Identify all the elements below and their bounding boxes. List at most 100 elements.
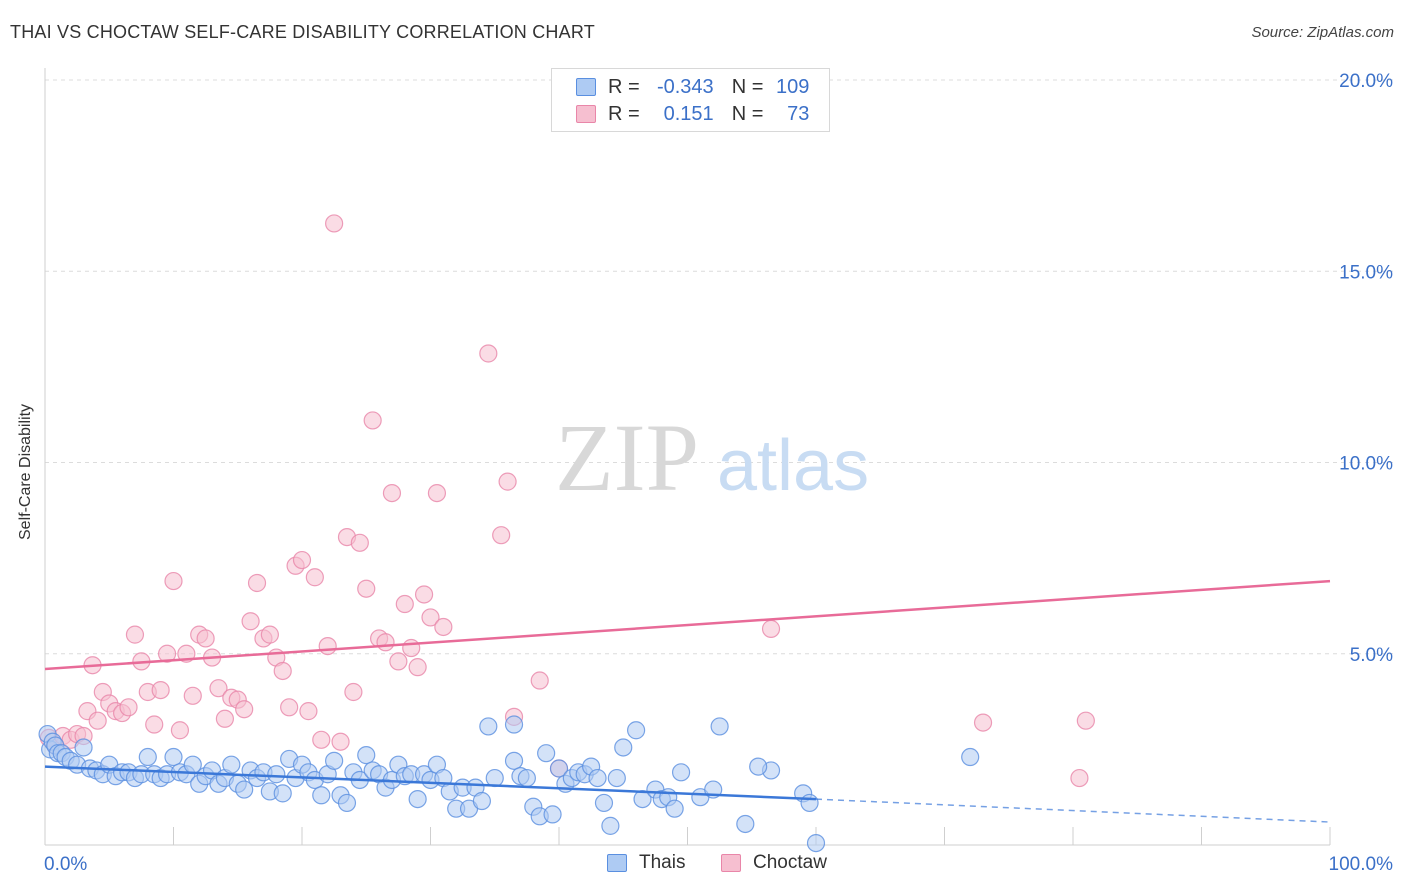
- thais-point: [222, 755, 241, 774]
- choctaw-point: [88, 711, 107, 730]
- choctaw-point: [434, 617, 453, 637]
- choctaw-point: [183, 686, 202, 705]
- choctaw-point: [492, 526, 511, 545]
- choctaw-point: [235, 700, 254, 719]
- watermark-zip: ZIP: [555, 404, 699, 511]
- choctaw-point: [157, 644, 177, 663]
- x-tick-label: 0.0%: [44, 854, 87, 875]
- choctaw-point: [530, 671, 549, 690]
- thais-point: [671, 763, 691, 782]
- thais-point: [588, 768, 607, 788]
- thais-point: [74, 738, 93, 757]
- legend-r-label: R =: [608, 102, 640, 125]
- thais-point: [164, 747, 183, 767]
- legend-row-choctaw: R = 0.151 N = 73: [576, 101, 809, 127]
- choctaw-point: [312, 730, 331, 749]
- thais-point: [806, 833, 826, 853]
- thais-point: [357, 746, 376, 765]
- choctaw-point: [299, 702, 318, 721]
- thais-point: [138, 747, 157, 767]
- choctaw-point: [305, 568, 324, 587]
- choctaw-point: [363, 411, 382, 430]
- choctaw-point: [402, 638, 421, 658]
- choctaw-point: [292, 550, 312, 570]
- thais-point: [665, 799, 684, 818]
- choctaw-point: [414, 585, 434, 604]
- choctaw-point: [209, 679, 228, 698]
- choctaw-point: [408, 658, 427, 677]
- choctaw-point: [479, 344, 498, 363]
- legend-r-value-choctaw: 0.151: [663, 102, 714, 125]
- legend-r-value-thais: -0.343: [656, 75, 714, 98]
- thais-point: [614, 738, 633, 757]
- thais-point: [594, 793, 614, 813]
- thais-point: [549, 759, 569, 778]
- choctaw-point: [350, 533, 369, 552]
- choctaw-swatch: [576, 105, 596, 123]
- thais-point: [601, 816, 620, 835]
- choctaw-point: [376, 633, 395, 652]
- thais-trend-line: [44, 765, 817, 801]
- legend-n-label: N =: [731, 102, 764, 125]
- thais-point: [626, 721, 646, 740]
- y-tick-label: 5.0%: [1350, 645, 1393, 666]
- thais-point: [607, 768, 626, 788]
- choctaw-point: [389, 652, 408, 671]
- thais-point: [312, 786, 331, 805]
- choctaw-point: [318, 636, 337, 656]
- choctaw-point: [331, 732, 350, 751]
- choctaw-point: [241, 612, 260, 631]
- choctaw-point: [395, 594, 414, 614]
- choctaw-point: [761, 619, 781, 638]
- choctaw-point: [325, 214, 344, 233]
- choctaw-point: [427, 484, 447, 503]
- thais-point: [325, 751, 344, 770]
- choctaw-point: [357, 579, 376, 598]
- y-tick-label: 15.0%: [1339, 262, 1393, 283]
- thais-point: [543, 805, 562, 824]
- legend-row-thais: R = -0.343 N = 109: [576, 74, 809, 100]
- thais-point: [504, 751, 524, 770]
- choctaw-legend-swatch: [721, 854, 741, 872]
- thais-point: [235, 780, 254, 799]
- legend-item-choctaw: Choctaw: [721, 852, 827, 874]
- legend-n-label: N =: [731, 75, 764, 98]
- choctaw-point: [280, 698, 299, 717]
- thais-point: [749, 757, 768, 776]
- legend-n-value-choctaw: 73: [787, 102, 810, 125]
- legend-n-value-thais: 109: [776, 75, 810, 98]
- choctaw-point: [164, 571, 183, 591]
- source-label: Source: ZipAtlas.com: [1251, 24, 1394, 41]
- thais-point: [472, 791, 491, 811]
- choctaw-point: [151, 680, 170, 700]
- choctaw-point: [1076, 711, 1095, 730]
- y-tick-label: 20.0%: [1339, 71, 1393, 92]
- choctaw-point: [145, 715, 164, 734]
- thais-point: [710, 717, 729, 736]
- thais-point: [408, 789, 427, 809]
- thais-trend-extension: [815, 798, 1331, 823]
- choctaw-point: [247, 573, 267, 593]
- chart-title: THAI VS CHOCTAW SELF-CARE DISABILITY COR…: [10, 22, 595, 42]
- thais-point: [267, 765, 286, 784]
- legend-label-thais: Thais: [639, 852, 686, 873]
- choctaw-point: [1070, 768, 1089, 788]
- choctaw-point: [119, 698, 138, 717]
- thais-point: [736, 814, 755, 834]
- choctaw-point: [973, 713, 993, 732]
- legend-label-choctaw: Choctaw: [753, 852, 827, 873]
- choctaw-point: [498, 472, 517, 491]
- choctaw-trend-line: [44, 579, 1331, 671]
- legend-r-label: R =: [608, 75, 640, 98]
- choctaw-point: [215, 709, 234, 728]
- thais-point: [485, 768, 504, 788]
- thais-legend-swatch: [607, 854, 627, 872]
- x-tick-label: 100.0%: [1329, 854, 1394, 875]
- thais-swatch: [576, 78, 596, 96]
- thais-point: [961, 747, 980, 767]
- legend-item-thais: Thais: [607, 852, 685, 874]
- y-tick-label: 10.0%: [1339, 454, 1393, 475]
- choctaw-point: [421, 608, 440, 627]
- thais-point: [273, 784, 292, 803]
